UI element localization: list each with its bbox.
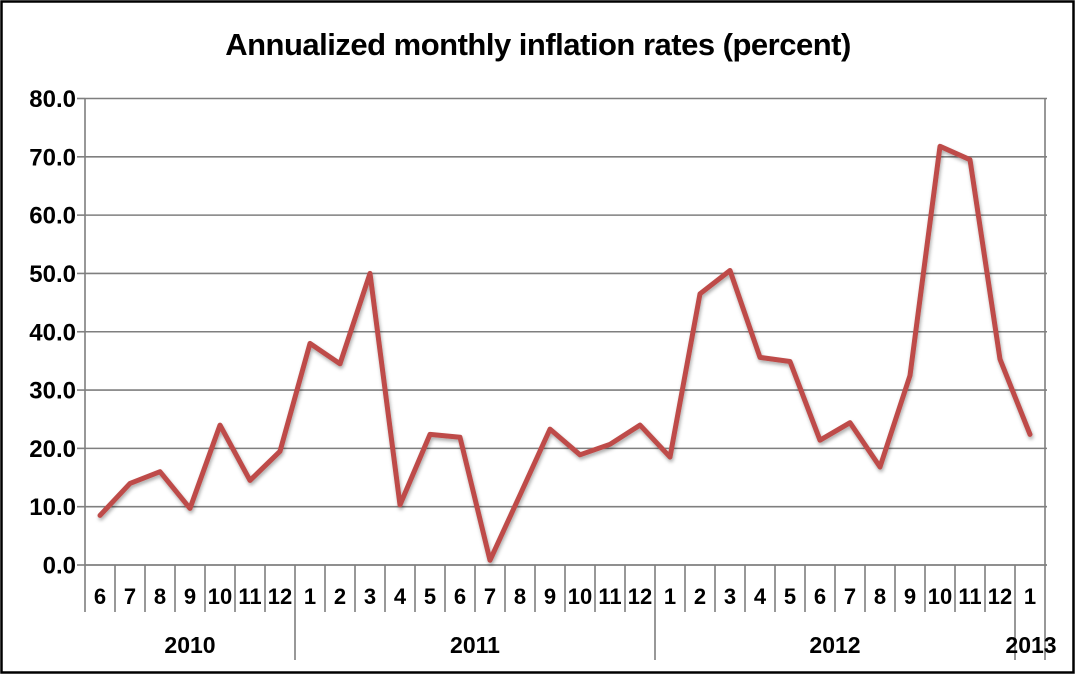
x-axis-year-label: 2011	[450, 632, 500, 658]
y-axis-label: 10.0	[29, 494, 76, 521]
x-axis-month-label: 1	[1024, 584, 1036, 609]
x-axis-month-label: 9	[904, 584, 916, 609]
x-axis-month-label: 5	[784, 584, 796, 609]
x-axis-month-label: 3	[364, 584, 376, 609]
x-axis-month-label: 12	[268, 584, 292, 609]
y-axis-label: 20.0	[29, 436, 76, 463]
x-axis-month-label: 7	[484, 584, 496, 609]
x-axis-month-label: 11	[958, 584, 981, 609]
x-axis-month-label: 9	[184, 584, 196, 609]
x-axis-month-label: 1	[664, 584, 676, 609]
x-axis-month-label: 10	[568, 584, 592, 609]
x-axis-month-label: 4	[394, 584, 407, 609]
x-axis-month-label: 11	[598, 584, 621, 609]
x-axis-month-label: 8	[874, 584, 886, 609]
x-axis-month-label: 4	[754, 584, 767, 609]
y-axis-label: 0.0	[43, 553, 76, 580]
x-axis-month-label: 8	[154, 584, 166, 609]
y-axis-label: 60.0	[29, 203, 76, 230]
x-axis-month-label: 6	[454, 584, 466, 609]
x-axis-month-label: 7	[124, 584, 136, 609]
x-axis-year-label: 2012	[809, 632, 860, 658]
x-axis-month-label: 11	[238, 584, 261, 609]
y-axis-label: 70.0	[29, 144, 76, 171]
x-axis-month-label: 5	[424, 584, 436, 609]
x-axis-month-label: 6	[814, 584, 826, 609]
x-axis-month-label: 1	[304, 584, 316, 609]
grid-layer	[85, 97, 1047, 566]
x-axis-month-label: 8	[514, 584, 526, 609]
x-axis-month-label: 6	[94, 584, 106, 609]
x-axis-month-label: 10	[208, 584, 232, 609]
x-axis-month-label: 7	[844, 584, 856, 609]
x-axis-month-label: 2	[694, 584, 706, 609]
x-axis-month-label: 9	[544, 584, 556, 609]
x-axis-month-label: 10	[928, 584, 952, 609]
y-axis-label: 30.0	[29, 378, 76, 405]
series-layer	[97, 143, 1033, 563]
x-axis-month-label: 2	[334, 584, 346, 609]
x-axis-month-label: 12	[988, 584, 1012, 609]
x-axis-year-label: 2013	[1005, 632, 1056, 658]
chart-title: Annualized monthly inflation rates (perc…	[225, 27, 851, 62]
inflation-line	[97, 143, 1033, 563]
x-axis-month-label: 3	[724, 584, 736, 609]
axis-layer: 0.010.020.030.040.050.060.070.080.06 7 8 9 1…	[29, 86, 1057, 660]
y-axis-label: 40.0	[29, 319, 76, 346]
x-axis-month-label: 12	[628, 584, 652, 609]
y-axis-label: 50.0	[29, 261, 76, 288]
x-axis-year-label: 2010	[164, 632, 215, 658]
y-axis-label: 80.0	[29, 86, 76, 113]
